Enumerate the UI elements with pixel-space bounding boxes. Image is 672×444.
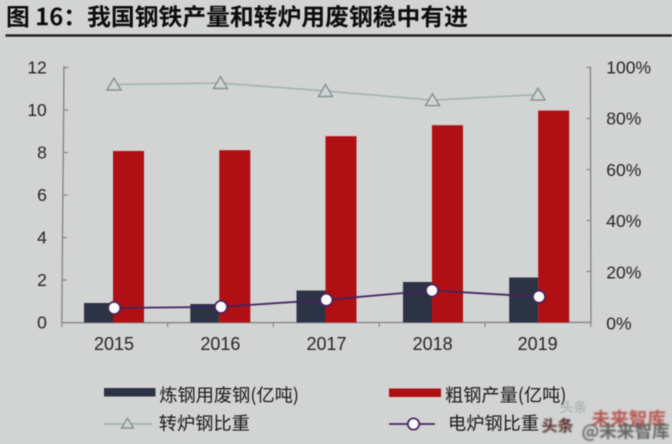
svg-text:2018: 2018 [413, 334, 453, 354]
svg-text:0%: 0% [606, 314, 631, 334]
svg-text:2016: 2016 [200, 334, 240, 354]
svg-text:2017: 2017 [306, 334, 346, 354]
svg-text:8: 8 [37, 142, 47, 162]
svg-text:12: 12 [27, 57, 46, 77]
svg-text:60%: 60% [606, 160, 641, 180]
svg-text:4: 4 [37, 227, 47, 247]
svg-text:80%: 80% [606, 109, 641, 129]
svg-text:40%: 40% [606, 211, 641, 231]
svg-text:0: 0 [37, 313, 47, 333]
svg-text:6: 6 [37, 185, 47, 205]
svg-text:100%: 100% [606, 57, 651, 77]
svg-text:20%: 20% [606, 262, 641, 282]
svg-text:2: 2 [37, 270, 47, 290]
svg-text:10: 10 [27, 100, 47, 120]
svg-text:2019: 2019 [518, 334, 558, 354]
svg-text:2015: 2015 [94, 334, 134, 354]
